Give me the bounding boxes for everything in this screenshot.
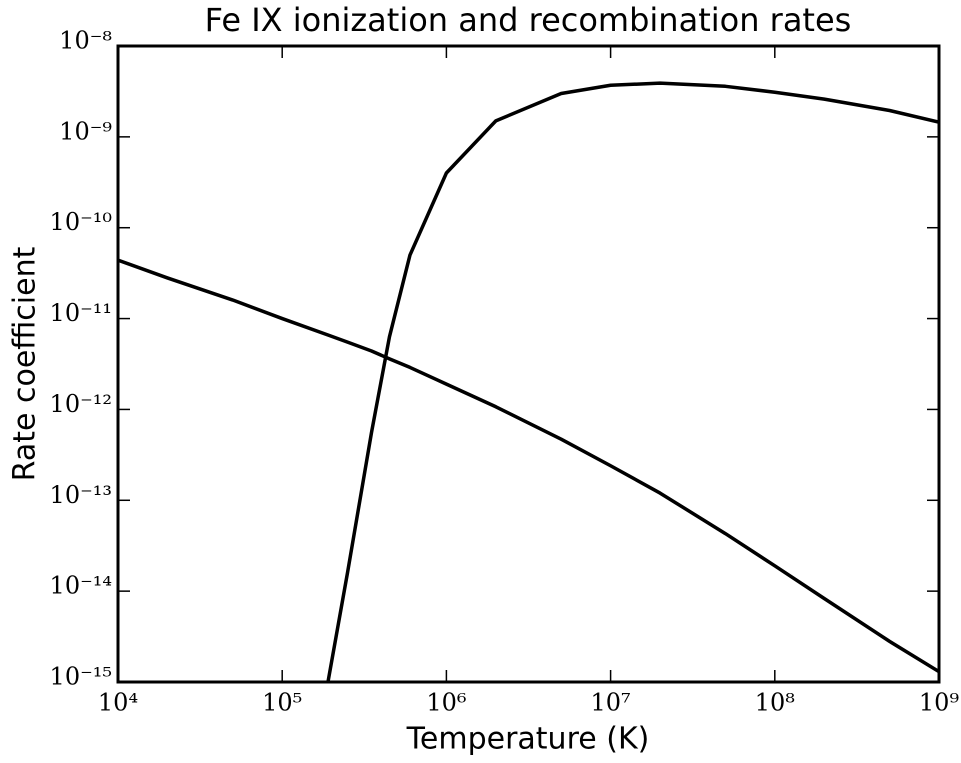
chart-title: Fe IX ionization and recombination rates [205, 1, 852, 39]
y-tick-label: 10⁻¹³ [50, 481, 112, 509]
y-tick-label: 10⁻¹⁴ [50, 572, 112, 600]
y-tick-label: 10⁻⁹ [59, 117, 112, 145]
y-tick-label: 10⁻¹⁰ [50, 208, 112, 236]
x-tick-label: 10⁷ [591, 689, 631, 717]
x-tick-label: 10⁵ [262, 689, 302, 717]
data-line [118, 258, 939, 674]
y-tick-label: 10⁻¹¹ [50, 299, 112, 327]
y-tick-label: 10⁻¹⁵ [50, 663, 112, 691]
y-tick-label: 10⁻⁸ [59, 27, 112, 55]
data-line [326, 81, 939, 682]
x-tick-label: 10⁴ [98, 689, 138, 717]
x-tick-label: 10⁶ [426, 689, 466, 717]
plot-frame [116, 44, 941, 684]
plot-area [118, 81, 939, 682]
x-tick-label: 10⁸ [755, 689, 795, 717]
x-tick-label: 10⁹ [919, 689, 960, 717]
y-tick-label: 10⁻¹² [50, 390, 112, 418]
y-axis-label: Rate coefficient [8, 246, 43, 481]
x-axis-label: Temperature (K) [406, 722, 650, 757]
